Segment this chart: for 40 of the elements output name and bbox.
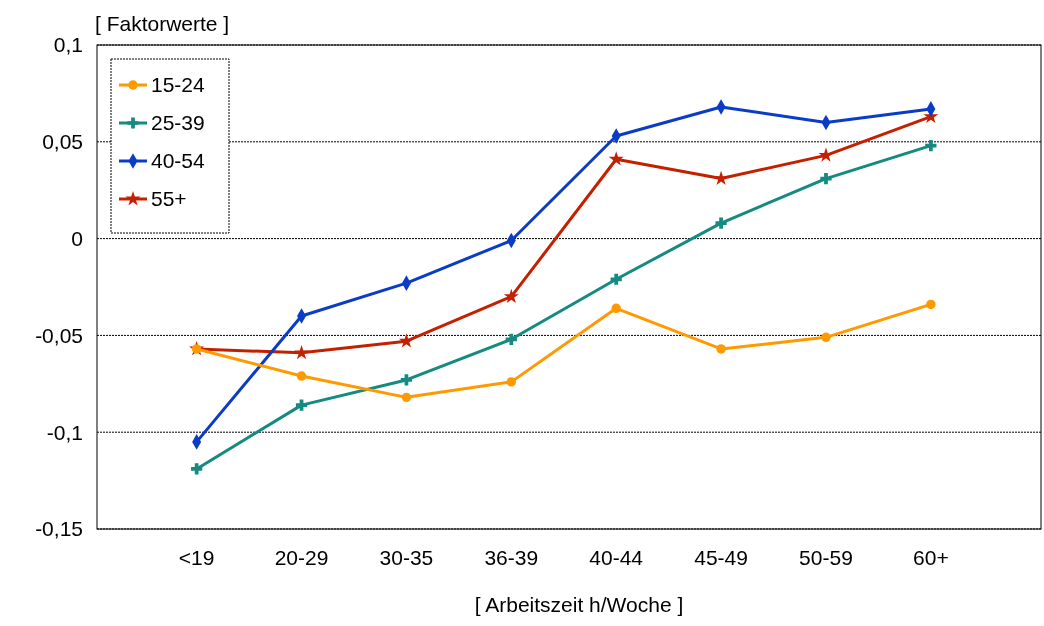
point [398, 333, 414, 348]
point [611, 303, 621, 314]
point [818, 147, 834, 162]
x-tick-label: <19 [178, 546, 215, 569]
point [296, 371, 307, 381]
y-tick-label: -0,05 [35, 323, 83, 347]
point [505, 333, 517, 345]
x-tick-label: 20-29 [274, 546, 329, 569]
y-tick-label: 0 [71, 226, 83, 250]
point [820, 172, 832, 185]
legend-label: 25-39 [151, 111, 205, 135]
legend-label: 15-24 [151, 73, 206, 97]
point [506, 377, 517, 387]
point [715, 217, 727, 229]
y-tick-label: -0,1 [46, 420, 83, 444]
x-tick-label: 45-49 [694, 546, 748, 569]
y-tick-label: -0,15 [35, 517, 83, 541]
y-tick-label: 0,1 [53, 33, 83, 57]
point [401, 392, 412, 403]
point [716, 344, 726, 354]
point [295, 399, 308, 411]
x-tick-label: 50-59 [799, 546, 853, 569]
x-tick-label: 40-44 [589, 546, 644, 569]
point [503, 288, 519, 304]
point [608, 151, 624, 166]
x-tick-label: 30-35 [379, 546, 434, 569]
point [191, 463, 203, 475]
x-tick-label: 36-39 [484, 546, 539, 569]
point [610, 273, 622, 285]
point [400, 374, 413, 386]
x-axis-title: [ Arbeitszeit h/Woche ] [474, 593, 684, 616]
point [925, 140, 937, 152]
legend-label: 55+ [151, 187, 187, 211]
x-tick-label: 60+ [913, 546, 949, 569]
point [926, 299, 936, 310]
y-tick-label: 0,05 [42, 130, 83, 154]
point [821, 332, 831, 343]
point [294, 344, 310, 360]
y-axis-title: [ Faktorwerte ] [95, 12, 230, 35]
legend-label: 40-54 [151, 149, 206, 173]
